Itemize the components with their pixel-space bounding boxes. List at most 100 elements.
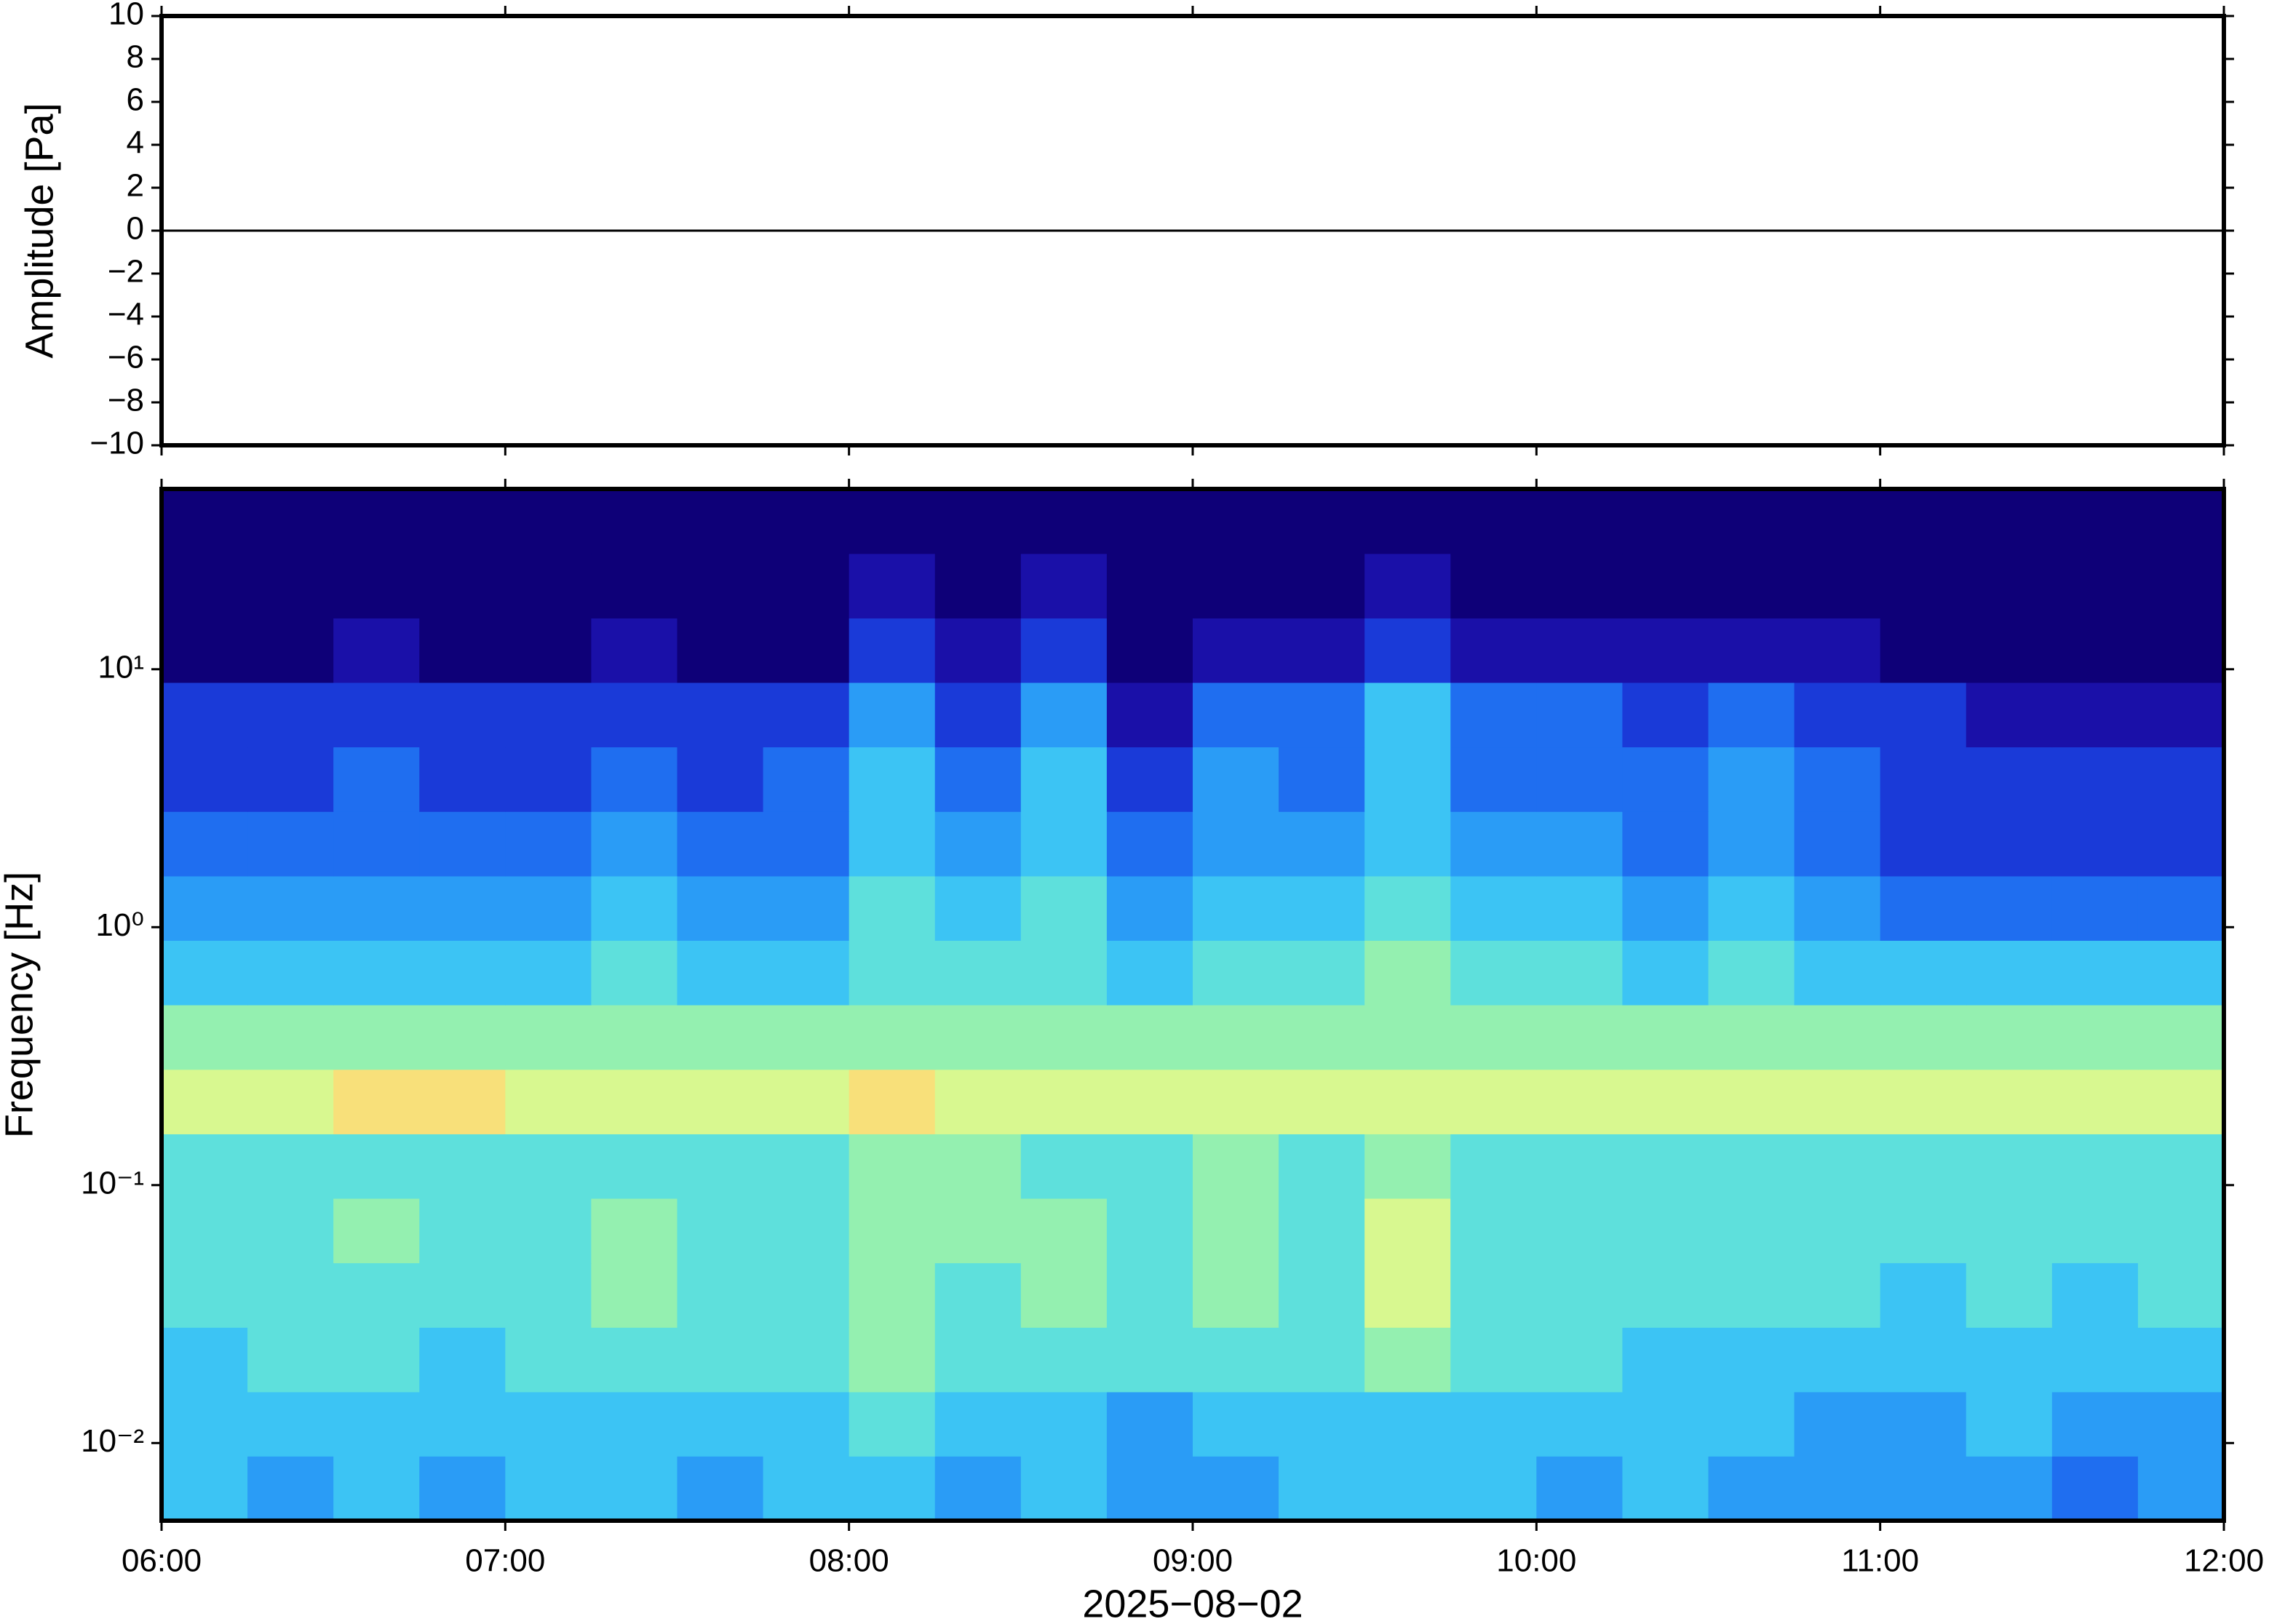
spectrogram-cell <box>333 1391 420 1457</box>
x-tick-label: 06:00 <box>122 1543 202 1579</box>
spectrogram-cell <box>1966 1391 2053 1457</box>
spectrogram-cell <box>1708 1262 1795 1328</box>
spectrogram-cell <box>1880 1005 1967 1070</box>
spectrogram-cell <box>505 682 592 748</box>
spectrogram-cell <box>162 1134 248 1199</box>
spectrogram-cell <box>677 1069 764 1134</box>
spectrogram-cell <box>1622 1391 1709 1457</box>
spectrogram-cell <box>1193 553 1279 618</box>
spectrogram-cell <box>763 1391 850 1457</box>
spectrogram-cell <box>1536 618 1624 683</box>
y-tick-label: 8 <box>127 39 144 75</box>
spectrogram-cell <box>849 1327 936 1393</box>
spectrogram-cell <box>1364 1327 1451 1393</box>
spectrogram-cell <box>247 1069 334 1134</box>
spectrogram-cell <box>591 553 678 618</box>
spectrogram-cell <box>1193 1198 1279 1264</box>
spectrogram-cell <box>1450 875 1537 941</box>
spectrogram-cell <box>1020 1134 1108 1199</box>
spectrogram-cell <box>1536 811 1624 877</box>
spectrogram-cell <box>1193 1262 1279 1328</box>
spectrogram-cell <box>1622 1198 1709 1264</box>
spectrogram-cell <box>1708 1069 1795 1134</box>
spectrogram-cell <box>1106 1069 1193 1134</box>
spectrogram-cell <box>2051 940 2139 1006</box>
spectrogram-cell <box>1880 618 1967 683</box>
spectrogram-cell <box>1708 1327 1795 1393</box>
spectrogram-cell <box>247 553 334 618</box>
spectrogram-cell <box>763 618 850 683</box>
spectrogram-cell <box>677 682 764 748</box>
spectrogram-cell <box>162 940 248 1006</box>
spectrogram-cell <box>1622 1262 1709 1328</box>
spectrogram-cell <box>2051 1134 2139 1199</box>
spectrogram-cell <box>419 940 506 1006</box>
spectrogram-cell <box>247 875 334 941</box>
spectrogram-cell <box>2137 1198 2225 1264</box>
spectrogram-cell <box>1364 747 1451 812</box>
spectrogram-cell <box>247 1391 334 1457</box>
spectrogram-cell <box>505 1262 592 1328</box>
spectrogram-cell <box>419 747 506 812</box>
spectrogram-cell <box>1966 618 2053 683</box>
spectrogram-cell <box>1279 1262 1365 1328</box>
spectrogram-cell <box>591 940 678 1006</box>
spectrogram-cell <box>2051 1327 2139 1393</box>
spectrogram-cell <box>1364 1005 1451 1070</box>
spectrogram-cell <box>1966 553 2053 618</box>
spectrogram-cell <box>247 747 334 812</box>
spectrogram-cell <box>1020 682 1108 748</box>
spectrogram-cell <box>934 1456 1022 1521</box>
spectrogram-cell <box>1279 553 1365 618</box>
spectrogram-cell <box>934 1005 1022 1070</box>
spectrogram-cell <box>1193 1134 1279 1199</box>
x-tick-label: 08:00 <box>809 1543 889 1579</box>
spectrogram-cell <box>2137 940 2225 1006</box>
spectrogram-cell <box>1279 1198 1365 1264</box>
spectrogram-cell <box>1106 940 1193 1006</box>
spectrogram-cell <box>2051 682 2139 748</box>
spectrogram-cell <box>1450 618 1537 683</box>
spectrogram-cell <box>1794 618 1881 683</box>
spectrogram-cell <box>1279 1391 1365 1457</box>
spectrogram-cell <box>505 875 592 941</box>
spectrogram-cell <box>1106 618 1193 683</box>
spectrogram-cell <box>677 1327 764 1393</box>
spectrogram-cell <box>591 1069 678 1134</box>
spectrogram-cell <box>247 618 334 683</box>
spectrogram-cell <box>1193 811 1279 877</box>
spectrogram-cell <box>162 1262 248 1328</box>
spectrogram-cell <box>505 1391 592 1457</box>
spectrogram-cell <box>1880 1069 1967 1134</box>
spectrogram-cell <box>763 1198 850 1264</box>
spectrogram-cell <box>1536 940 1624 1006</box>
spectrogram-cell <box>2137 747 2225 812</box>
spectrogram-cell <box>419 1198 506 1264</box>
spectrogram-cell <box>1708 1198 1795 1264</box>
spectrogram-cell <box>677 1456 764 1521</box>
spectrogram-cell <box>1279 1005 1365 1070</box>
spectrogram-cell <box>1794 1262 1881 1328</box>
spectrogram-cell <box>162 1069 248 1134</box>
spectrogram-cell <box>2137 1262 2225 1328</box>
spectrogram-cell <box>2051 618 2139 683</box>
spectrogram-cell <box>1708 1391 1795 1457</box>
spectrogram-cell <box>419 1391 506 1457</box>
spectrogram-cell <box>333 553 420 618</box>
spectrogram-cell <box>763 489 850 554</box>
spectrogram-cell <box>934 811 1022 877</box>
spectrogram-cell <box>1622 618 1709 683</box>
spectrogram-cell <box>1966 1005 2053 1070</box>
spectrogram-cell <box>1364 811 1451 877</box>
spectrogram-cell <box>505 811 592 877</box>
spectrogram-cell <box>1364 1456 1451 1521</box>
spectrogram-cell <box>247 1456 334 1521</box>
spectrogram-cell <box>1279 875 1365 941</box>
spectrogram-cell <box>2137 1005 2225 1070</box>
spectrogram-cell <box>1450 1069 1537 1134</box>
y-axis-label: Frequency [Hz] <box>0 872 41 1138</box>
spectrogram-cell <box>2051 489 2139 554</box>
spectrogram-cell <box>1279 1456 1365 1521</box>
spectrogram-cell <box>505 1134 592 1199</box>
spectrogram-cell <box>1622 682 1709 748</box>
